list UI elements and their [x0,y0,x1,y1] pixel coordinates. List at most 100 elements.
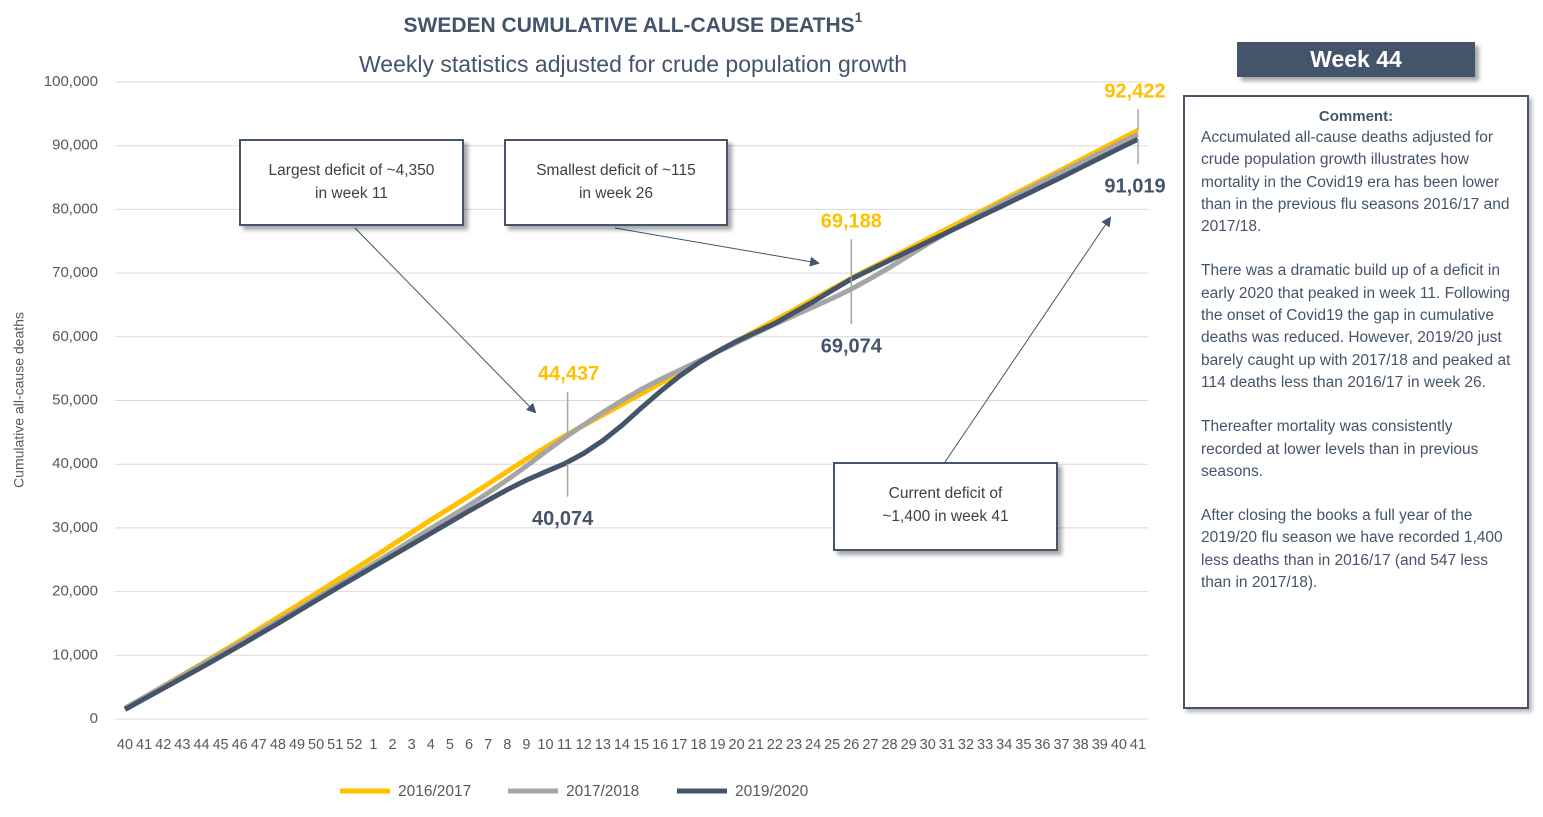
x-tick-label: 12 [576,737,592,753]
y-tick-label: 20,000 [52,583,98,600]
legend-label: 2017/2018 [566,783,639,800]
data-label: 91,019 [1104,175,1165,197]
svg-text:SWEDEN CUMULATIVE ALL-CAUSE DE: SWEDEN CUMULATIVE ALL-CAUSE DEATHS1 [404,9,863,37]
x-tick-label: 6 [465,737,473,753]
y-axis-label: Cumulative all-cause deaths [11,312,27,488]
chart-subtitle: Weekly statistics adjusted for crude pop… [359,51,907,77]
x-tick-label: 14 [614,737,630,753]
data-label: 69,074 [821,335,883,357]
x-tick-label: 29 [901,737,917,753]
annotation-text: in week 26 [579,185,653,202]
x-tick-label: 25 [824,737,840,753]
annotation-text: Smallest deficit of ~115 [536,162,696,179]
y-tick-label: 10,000 [52,646,98,663]
x-tick-label: 7 [484,737,492,753]
annotation-text: in week 11 [315,185,388,202]
y-tick-label: 40,000 [52,455,98,472]
y-tick-label: 90,000 [52,137,98,154]
x-tick-label: 36 [1034,737,1050,753]
x-tick-label: 3 [408,737,416,753]
x-tick-label: 42 [155,737,171,753]
x-tick-label: 13 [595,737,611,753]
annotation-box [239,139,464,226]
x-tick-label: 41 [136,737,152,753]
x-tick-label: 49 [289,737,305,753]
x-tick-label: 39 [1092,737,1108,753]
x-tick-label: 2 [389,737,397,753]
x-tick-label: 47 [251,737,267,753]
x-tick-label: 1 [369,737,377,753]
annotation-arrow [614,227,820,267]
comment-box: Comment: Accumulated all-cause deaths ad… [1183,95,1529,709]
legend-label: 2016/2017 [398,783,471,800]
title-superscript: 1 [855,9,863,25]
legend-label: 2019/2020 [735,783,809,800]
y-tick-label: 30,000 [52,519,98,536]
x-tick-label: 16 [652,737,668,753]
x-tick-label: 48 [270,737,286,753]
x-tick-label: 41 [1130,737,1146,753]
comment-paragraph: After closing the books a full year of t… [1201,507,1503,592]
x-tick-label: 24 [805,737,821,753]
x-tick-label: 40 [1111,737,1127,753]
x-tick-label: 45 [212,737,228,753]
x-tick-label: 8 [503,737,511,753]
series-line [123,128,1140,711]
annotation-box [504,139,728,226]
x-tick-label: 26 [843,737,859,753]
x-tick-label: 43 [174,737,190,753]
annotation-text: ~1,400 in week 41 [882,508,1008,525]
x-tick-label: 23 [786,737,802,753]
week-badge: Week 44 [1237,42,1475,77]
annotation-text: Current deficit of [889,485,1003,502]
comment-paragraph: Accumulated all-cause deaths adjusted fo… [1201,129,1510,236]
x-tick-label: 30 [920,737,936,753]
comment-heading: Comment: [1318,108,1394,125]
x-tick-label: 21 [748,737,764,753]
chart-title: SWEDEN CUMULATIVE ALL-CAUSE DEATHS [404,14,855,37]
x-tick-label: 38 [1073,737,1089,753]
x-tick-label: 10 [537,737,553,753]
x-tick-label: 52 [346,737,362,753]
data-label: 40,074 [532,508,594,530]
x-tick-label: 28 [881,737,897,753]
x-tick-label: 4 [427,737,435,753]
y-tick-label: 70,000 [52,264,98,281]
x-tick-label: 27 [862,737,878,753]
x-tick-label: 17 [671,737,687,753]
y-tick-label: 50,000 [52,391,98,408]
x-tick-label: 37 [1053,737,1069,753]
x-tick-label: 35 [1015,737,1031,753]
x-tick-label: 50 [308,737,324,753]
comment-paragraph: Thereafter mortality was consistently re… [1201,418,1479,480]
x-tick-label: 5 [446,737,454,753]
y-tick-label: 80,000 [52,200,98,217]
data-label: 69,188 [821,211,882,233]
x-tick-label: 15 [633,737,649,753]
annotation-text: Largest deficit of ~4,350 [269,162,435,179]
x-tick-label: 31 [939,737,955,753]
x-tick-label: 20 [729,737,745,753]
x-tick-label: 40 [117,737,133,753]
y-tick-label: 0 [90,710,98,727]
x-tick-label: 9 [522,737,530,753]
y-tick-label: 60,000 [52,328,98,345]
x-tick-label: 22 [767,737,783,753]
x-tick-label: 19 [709,737,725,753]
x-tick-label: 11 [557,737,572,753]
y-tick-label: 100,000 [44,73,98,90]
x-tick-label: 51 [327,737,343,753]
comment-paragraph: There was a dramatic build up of a defic… [1201,262,1511,391]
x-tick-label: 46 [232,737,248,753]
x-tick-label: 32 [958,737,974,753]
data-label: 44,437 [538,363,599,385]
x-tick-label: 34 [996,737,1012,753]
series-line [123,136,1140,712]
annotation-arrow [354,227,537,414]
annotation-box [833,462,1058,551]
annotation-arrow [944,216,1112,463]
x-tick-label: 33 [977,737,993,753]
chart: SWEDEN CUMULATIVE ALL-CAUSE DEATHS1 Week… [11,9,1166,800]
x-tick-label: 18 [690,737,706,753]
